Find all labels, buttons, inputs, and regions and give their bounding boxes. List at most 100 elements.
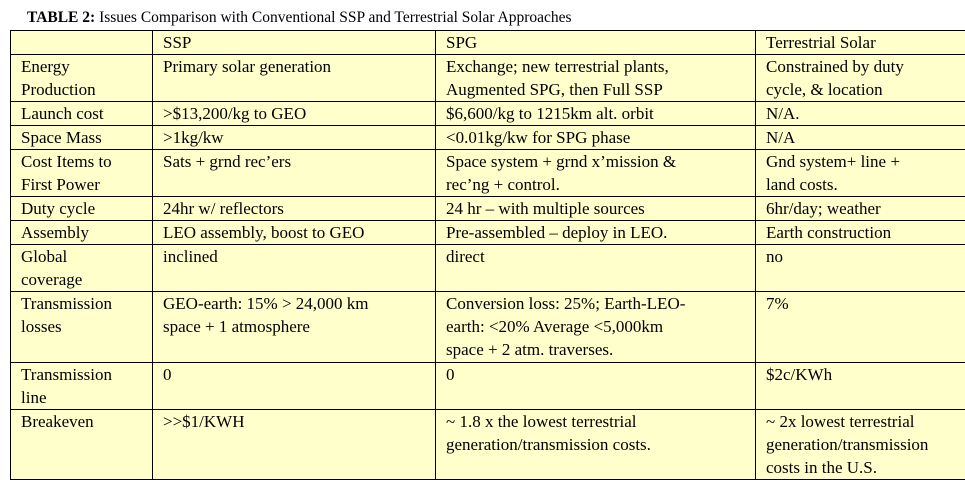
table-cell: >>$1/KWH	[153, 410, 436, 480]
cell-line: Launch cost	[21, 102, 152, 125]
cell-line: First Power	[21, 173, 152, 196]
row-label-cell: Assembly	[11, 221, 153, 245]
table-cell: Earth construction	[756, 221, 965, 245]
cell-line: Energy	[21, 55, 152, 78]
cell-line: 0	[163, 363, 435, 386]
table-cell: Gnd system+ line +land costs.	[756, 150, 965, 197]
table-cell: N/A	[756, 126, 965, 150]
table-cell: Exchange; new terrestrial plants,Augment…	[436, 55, 756, 102]
table-cell: <0.01kg/kw for SPG phase	[436, 126, 756, 150]
cell-line: Gnd system+ line +	[766, 150, 965, 173]
cell-line: generation/transmission costs.	[446, 433, 755, 456]
table-cell: 7%	[756, 292, 965, 363]
table-row: Breakeven>>$1/KWH~ 1.8 x the lowest terr…	[11, 410, 965, 480]
cell-line: Sats + grnd rec’ers	[163, 150, 435, 173]
cell-line: GEO-earth: 15% > 24,000 km	[163, 292, 435, 315]
table-cell: no	[756, 245, 965, 292]
cell-line: N/A.	[766, 102, 965, 125]
cell-line: earth: <20% Average <5,000km	[446, 315, 755, 338]
cell-line: Assembly	[21, 221, 152, 244]
table-cell: >1kg/kw	[153, 126, 436, 150]
cell-line: Transmission	[21, 363, 152, 386]
cell-line: losses	[21, 315, 152, 338]
cell-line: 24 hr – with multiple sources	[446, 197, 755, 220]
table-cell: >$13,200/kg to GEO	[153, 102, 436, 126]
header-cell	[11, 31, 153, 55]
table-cell: 0	[153, 363, 436, 410]
cell-line: inclined	[163, 245, 435, 268]
cell-line: Production	[21, 78, 152, 101]
cell-line: Duty cycle	[21, 197, 152, 220]
cell-line: 24hr w/ reflectors	[163, 197, 435, 220]
table-cell: N/A.	[756, 102, 965, 126]
table-cell: $6,600/kg to 1215km alt. orbit	[436, 102, 756, 126]
cell-line: costs in the U.S.	[766, 456, 965, 479]
cell-line: Pre-assembled – deploy in LEO.	[446, 221, 755, 244]
table-cell: Primary solar generation	[153, 55, 436, 102]
row-label-cell: Launch cost	[11, 102, 153, 126]
cell-line: line	[21, 386, 152, 409]
cell-line: rec’ng + control.	[446, 173, 755, 196]
table-row: Duty cycle 24hr w/ reflectors 24 hr – with…	[11, 197, 965, 221]
cell-line: space + 2 atm. traverses.	[446, 338, 755, 361]
cell-line: Primary solar generation	[163, 55, 435, 78]
header-cell: SSP	[153, 31, 436, 55]
row-label-cell: Space Mass	[11, 126, 153, 150]
cell-line: ~ 1.8 x the lowest terrestrial	[446, 410, 755, 433]
cell-line: $2c/KWh	[766, 363, 965, 386]
cell-line: Breakeven	[21, 410, 152, 433]
cell-line: Constrained by duty	[766, 55, 965, 78]
table-cell: 0	[436, 363, 756, 410]
table-row: Space Mass >1kg/kw <0.01kg/kw for SPG phas…	[11, 126, 965, 150]
cell-line: N/A	[766, 126, 965, 149]
title-text: Issues Comparison with Conventional SSP …	[99, 9, 571, 26]
row-label-cell: Duty cycle	[11, 197, 153, 221]
cell-line: Earth construction	[766, 221, 965, 244]
cell-line: direct	[446, 245, 755, 268]
cell-line: ~ 2x lowest terrestrial	[766, 410, 965, 433]
header-cell: SPG	[436, 31, 756, 55]
table-cell: Sats + grnd rec’ers	[153, 150, 436, 197]
title-label: TABLE 2:	[27, 9, 95, 26]
table-cell: Space system + grnd x’mission &rec’ng + …	[436, 150, 756, 197]
cell-line: 7%	[766, 292, 965, 315]
cell-line: land costs.	[766, 173, 965, 196]
cell-line: Cost Items to	[21, 150, 152, 173]
table-cell: 24 hr – with multiple sources	[436, 197, 756, 221]
cell-line: Global	[21, 245, 152, 268]
header-cell: Terrestrial Solar	[756, 31, 965, 55]
cell-line: >1kg/kw	[163, 126, 435, 149]
row-label-cell: Breakeven	[11, 410, 153, 480]
cell-line: space + 1 atmosphere	[163, 315, 435, 338]
table-cell: LEO assembly, boost to GEO	[153, 221, 436, 245]
cell-line: generation/transmission	[766, 433, 965, 456]
cell-line: Space Mass	[21, 126, 152, 149]
cell-line: $6,600/kg to 1215km alt. orbit	[446, 102, 755, 125]
table-cell: $2c/KWh	[756, 363, 965, 410]
cell-line: Augmented SPG, then Full SSP	[446, 78, 755, 101]
cell-line: cycle, & location	[766, 78, 965, 101]
table-cell: Conversion loss: 25%; Earth-LEO-earth: <…	[436, 292, 756, 363]
cell-line: Space system + grnd x’mission &	[446, 150, 755, 173]
cell-line: Exchange; new terrestrial plants,	[446, 55, 755, 78]
cell-line: Transmission	[21, 292, 152, 315]
table-title: TABLE 2: Issues Comparison with Conventi…	[27, 9, 572, 27]
cell-line: >>$1/KWH	[163, 410, 435, 433]
table-cell: Pre-assembled – deploy in LEO.	[436, 221, 756, 245]
cell-line: <0.01kg/kw for SPG phase	[446, 126, 755, 149]
